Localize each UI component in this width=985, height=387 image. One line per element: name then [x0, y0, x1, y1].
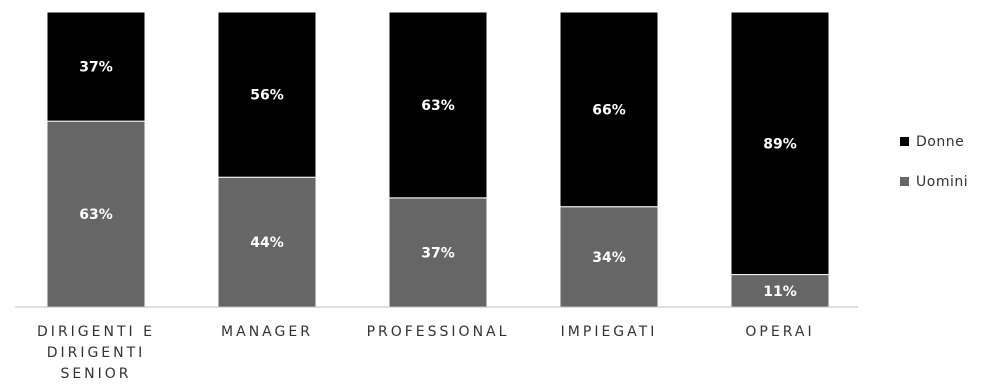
category-label-1-line-1: DIRIGENTI E	[37, 324, 155, 340]
data-label-uomini-4: 34%	[592, 250, 626, 266]
bar-uomini-3	[388, 197, 488, 308]
bar-donne-1	[46, 11, 146, 122]
category-label-4: IMPIEGATI	[561, 324, 658, 340]
data-label-donne-1: 37%	[79, 60, 113, 76]
bars-layer: 63% 37% 44% 56% 37% 63% 34% 66% 11% 89%	[46, 11, 830, 308]
legend: Donne Uomini	[900, 134, 968, 190]
data-label-donne-3: 63%	[421, 98, 455, 114]
data-label-donne-5: 89%	[763, 136, 797, 152]
data-label-donne-2: 56%	[250, 88, 284, 104]
legend-label-uomini: Uomini	[916, 174, 968, 190]
category-label-2: MANAGER	[221, 324, 313, 340]
data-label-uomini-2: 44%	[250, 235, 284, 251]
legend-swatch-donne	[900, 137, 909, 146]
data-label-donne-4: 66%	[592, 102, 626, 118]
category-label-1-line-2: DIRIGENTI	[47, 345, 146, 361]
category-label-5: OPERAI	[745, 324, 814, 340]
data-label-uomini-5: 11%	[763, 284, 797, 300]
bar-uomini-1	[46, 120, 146, 308]
bar-donne-5	[730, 11, 830, 276]
legend-label-donne: Donne	[916, 134, 964, 150]
category-label-3: PROFESSIONAL	[367, 324, 510, 340]
category-label-1-line-3: SENIOR	[60, 366, 131, 382]
legend-swatch-uomini	[900, 177, 909, 186]
data-label-uomini-1: 63%	[79, 207, 113, 223]
category-labels: DIRIGENTI E DIRIGENTI SENIOR MANAGER PROFESS…	[37, 324, 814, 382]
data-label-uomini-3: 37%	[421, 245, 455, 261]
bar-donne-3	[388, 11, 488, 199]
bar-donne-4	[559, 11, 659, 208]
bar-donne-2	[217, 11, 317, 178]
